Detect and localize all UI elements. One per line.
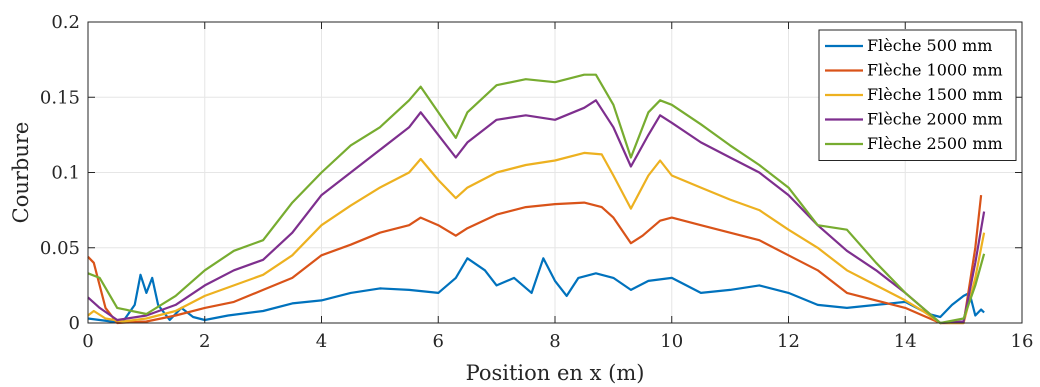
y-axis-ticks: 0 0.05 0.1 0.15 0.2 [40, 12, 1022, 334]
x-tick-label: 4 [316, 331, 327, 352]
x-tick-label: 2 [199, 331, 210, 352]
y-tick-label: 0.2 [51, 12, 80, 33]
plot-lines [87, 73, 986, 325]
legend-label: Flèche 500 mm [867, 36, 992, 55]
x-axis-label: Position en x (m) [466, 361, 645, 385]
x-tick-label: 10 [660, 331, 683, 352]
legend-label: Flèche 1000 mm [867, 61, 1003, 80]
y-tick-label: 0.15 [40, 87, 80, 108]
legend: Flèche 500 mm Flèche 1000 mm Flèche 1500 m… [818, 29, 1017, 161]
x-tick-label: 14 [894, 331, 917, 352]
series-line-5 [87, 73, 986, 325]
x-tick-label: 6 [433, 331, 444, 352]
y-tick-label: 0 [69, 313, 80, 334]
x-tick-label: 12 [777, 331, 800, 352]
legend-label: Flèche 2500 mm [867, 134, 1003, 153]
y-tick-label: 0.1 [51, 163, 80, 184]
x-tick-label: 0 [82, 331, 93, 352]
legend-label: Flèche 1500 mm [867, 85, 1003, 104]
series-line-3 [87, 151, 986, 325]
x-axis-ticks: 0 2 4 6 8 10 12 14 16 [82, 22, 1033, 352]
x-tick-label: 16 [1011, 331, 1034, 352]
x-tick-label: 8 [549, 331, 560, 352]
series-line-2 [87, 194, 983, 325]
legend-label: Flèche 2000 mm [867, 110, 1003, 129]
series-line-4 [87, 99, 986, 325]
y-axis-label: Courbure [9, 122, 33, 224]
y-tick-label: 0.05 [40, 238, 80, 259]
